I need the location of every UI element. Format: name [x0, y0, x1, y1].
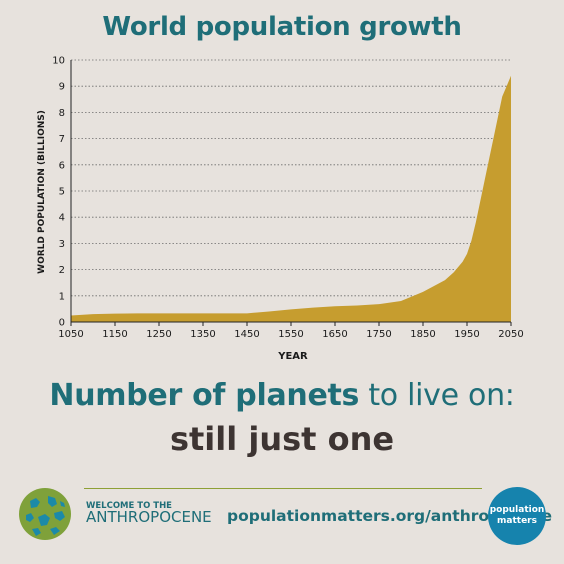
- population-chart: 0 1 2 3 4 5 6 7 8 9 10 1050 1150 1250 1350 1450 1550 165…: [37, 56, 524, 363]
- y-tick-6: 6: [59, 160, 65, 171]
- globe-icon: [19, 488, 71, 540]
- area-layer: [71, 75, 511, 322]
- y-tick-5: 5: [59, 187, 65, 198]
- y-tick-4: 4: [59, 213, 65, 224]
- chart-title: World population growth: [102, 12, 462, 42]
- y-tick-labels: 0 1 2 3 4 5 6 7 8 9 10: [52, 56, 65, 329]
- x-tick-1150: 1150: [102, 329, 127, 340]
- welcome-small-text: WELCOME TO THE: [86, 501, 172, 511]
- y-tick-0: 0: [59, 318, 65, 329]
- x-tick-1650: 1650: [322, 329, 347, 340]
- logo-line-2: matters: [497, 516, 537, 526]
- y-tick-8: 8: [59, 108, 65, 119]
- x-tick-2050: 2050: [498, 329, 523, 340]
- y-tick-1: 1: [59, 291, 65, 302]
- logo-line-1: population: [489, 505, 545, 515]
- y-tick-2: 2: [59, 265, 65, 276]
- x-tick-1250: 1250: [146, 329, 171, 340]
- x-tick-1750: 1750: [366, 329, 391, 340]
- population-matters-logo[interactable]: population matters: [488, 487, 546, 545]
- x-tick-1950: 1950: [454, 329, 479, 340]
- y-tick-3: 3: [59, 239, 65, 250]
- x-tick-1050: 1050: [58, 329, 83, 340]
- x-axis-label: YEAR: [277, 351, 308, 362]
- axes: [70, 60, 512, 326]
- x-tick-1350: 1350: [190, 329, 215, 340]
- website-link[interactable]: populationmatters.org/anthropocene: [227, 507, 553, 525]
- headline: Number of planets to live on:: [0, 378, 564, 413]
- y-tick-7: 7: [59, 134, 65, 145]
- y-axis-label: WORLD POPULATION (BILLIONS): [37, 110, 47, 274]
- x-tick-1850: 1850: [410, 329, 435, 340]
- footer-divider: [84, 488, 482, 489]
- y-tick-9: 9: [59, 82, 65, 93]
- y-tick-10: 10: [52, 56, 65, 67]
- welcome-big-text: ANTHROPOCENE: [86, 508, 212, 526]
- x-tick-1550: 1550: [278, 329, 303, 340]
- x-tick-labels: 1050 1150 1250 1350 1450 1550 1650 1750 1850 1950…: [58, 329, 523, 340]
- population-area: [71, 75, 511, 322]
- headline-rest: to live on:: [359, 378, 515, 413]
- grid-lines: [71, 59, 511, 297]
- headline-bold: Number of planets: [49, 378, 360, 413]
- subline: still just one: [169, 420, 395, 458]
- x-tick-1450: 1450: [234, 329, 259, 340]
